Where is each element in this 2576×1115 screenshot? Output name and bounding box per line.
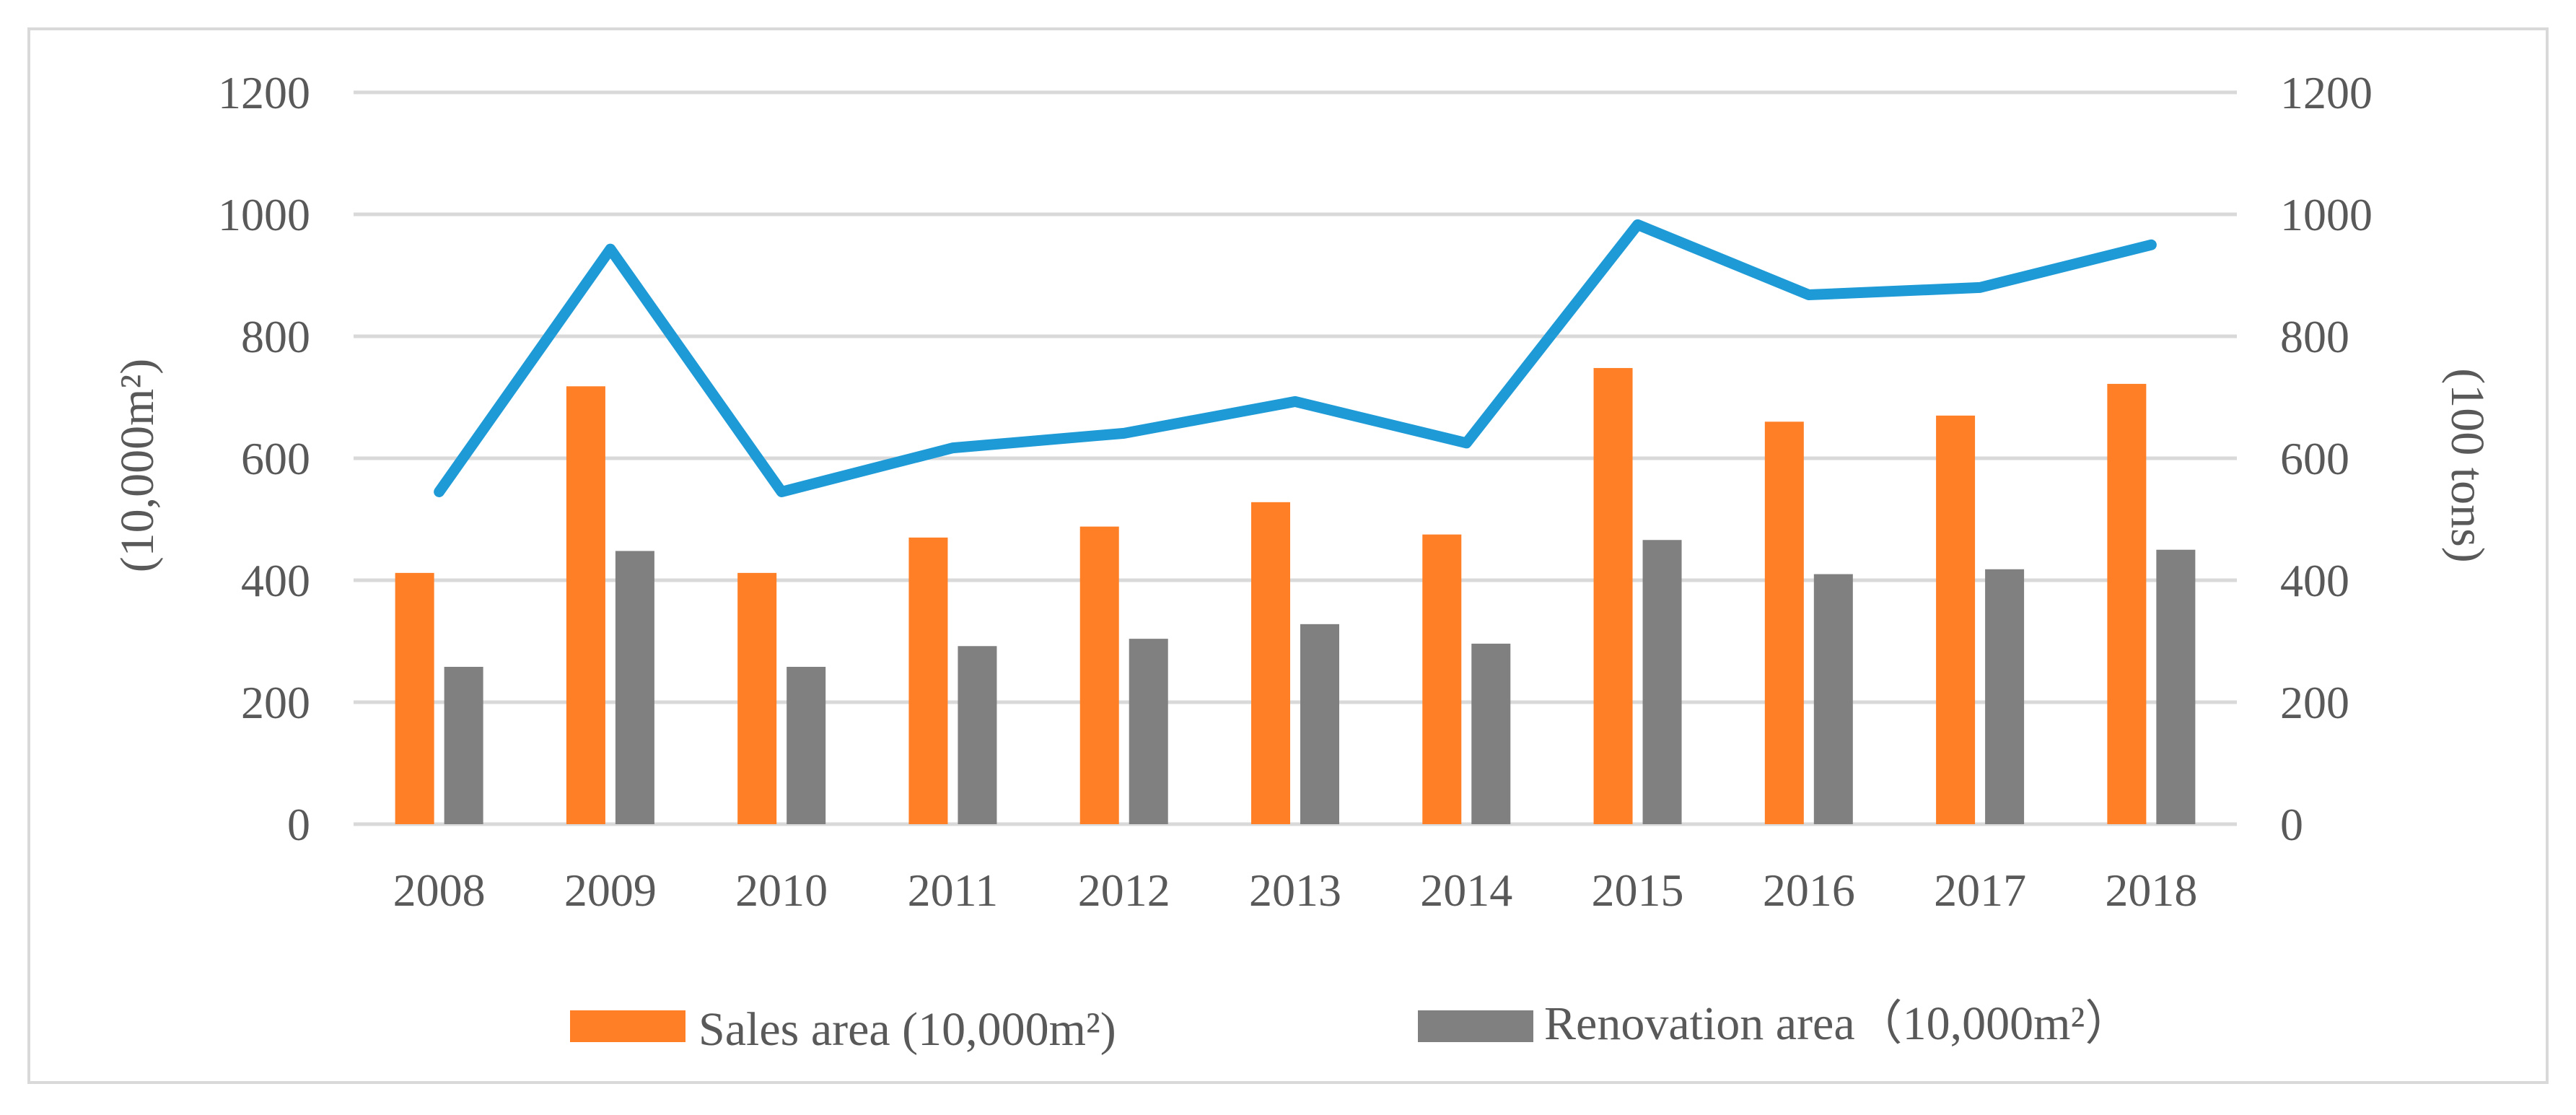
x-tick-label: 2008	[393, 865, 486, 916]
x-tick-label: 2013	[1249, 865, 1341, 916]
line-point	[439, 491, 440, 492]
y-tick-label-left: 1000	[218, 189, 310, 240]
bar-sales-area	[737, 572, 777, 824]
line-point	[781, 491, 782, 492]
tick-labels: 0 0 200 200 400 400 600 600 800 800 1000 1000 1200 12…	[218, 67, 2373, 916]
line-series-path	[434, 219, 2157, 497]
y-tick-label-left: 1200	[218, 67, 310, 118]
y-tick-label-right: 200	[2280, 677, 2349, 728]
y-tick-label-right: 600	[2280, 433, 2349, 484]
line-point	[1466, 442, 1467, 444]
bar-renovation-area	[1985, 569, 2025, 824]
bar-sales-area	[1079, 526, 1119, 824]
line-point	[952, 447, 953, 449]
line-point	[1637, 224, 1639, 225]
bar-renovation-area	[1129, 639, 1168, 824]
bar-sales-area	[566, 386, 605, 824]
y-axis-title-left: (10,000m²)	[111, 359, 164, 573]
bar-sales-area	[1936, 415, 1976, 824]
x-tick-label: 2010	[735, 865, 828, 916]
bar-sales-area	[1764, 421, 1804, 824]
y-tick-label-right: 1000	[2280, 189, 2373, 240]
y-tick-label-left: 0	[287, 799, 310, 850]
bar-renovation-area	[2156, 549, 2196, 824]
y-axis-title-right: (100 tons)	[2441, 368, 2494, 562]
line-point	[1123, 432, 1125, 434]
legend-label-sales: Sales area (10,000m²)	[698, 1003, 1116, 1056]
bar-renovation-area	[615, 551, 654, 824]
bar-sales-area	[1422, 534, 1462, 824]
line-point	[1979, 287, 1981, 288]
y-tick-label-left: 400	[241, 555, 310, 606]
x-tick-label: 2018	[2105, 865, 2197, 916]
legend-label-renovation: Renovation area（10,000m²）	[1544, 997, 2132, 1050]
bar-renovation-area	[1642, 540, 1682, 824]
bar-renovation-area	[444, 666, 483, 824]
y-tick-label-left: 800	[241, 311, 310, 362]
y-tick-label-right: 800	[2280, 311, 2349, 362]
x-tick-label: 2011	[908, 865, 999, 916]
x-tick-label: 2014	[1420, 865, 1512, 916]
x-tick-label: 2016	[1763, 865, 1855, 916]
y-tick-label-right: 1200	[2280, 67, 2373, 118]
legend: Sales area (10,000m²) Renovation area（10…	[570, 997, 2132, 1056]
bar-sales-area	[1251, 502, 1290, 824]
bar-renovation-area	[958, 646, 997, 824]
line-point	[2150, 244, 2152, 245]
bar-sales-area	[2107, 383, 2147, 824]
bar-sales-area	[908, 537, 948, 824]
y-tick-label-left: 600	[241, 433, 310, 484]
bar-sales-area	[1593, 367, 1633, 824]
y-tick-label-left: 200	[241, 677, 310, 728]
line-point	[1294, 401, 1296, 402]
line-series	[434, 219, 2157, 497]
bar-renovation-area	[1300, 624, 1339, 824]
x-tick-label: 2017	[1934, 865, 2026, 916]
bar-renovation-area	[787, 666, 826, 824]
bar-renovation-area	[1813, 574, 1853, 824]
bar-renovation-area	[1471, 643, 1511, 824]
bar-sales-area	[395, 572, 434, 824]
y-tick-label-right: 0	[2280, 799, 2303, 850]
x-tick-label: 2012	[1078, 865, 1170, 916]
legend-swatch-sales	[570, 1010, 685, 1042]
line-point	[610, 248, 611, 250]
x-tick-label: 2015	[1592, 865, 1684, 916]
legend-swatch-renovation	[1418, 1010, 1533, 1042]
line-point	[1808, 294, 1810, 296]
y-tick-label-right: 400	[2280, 555, 2349, 606]
bars	[395, 367, 2196, 824]
x-tick-label: 2009	[564, 865, 657, 916]
